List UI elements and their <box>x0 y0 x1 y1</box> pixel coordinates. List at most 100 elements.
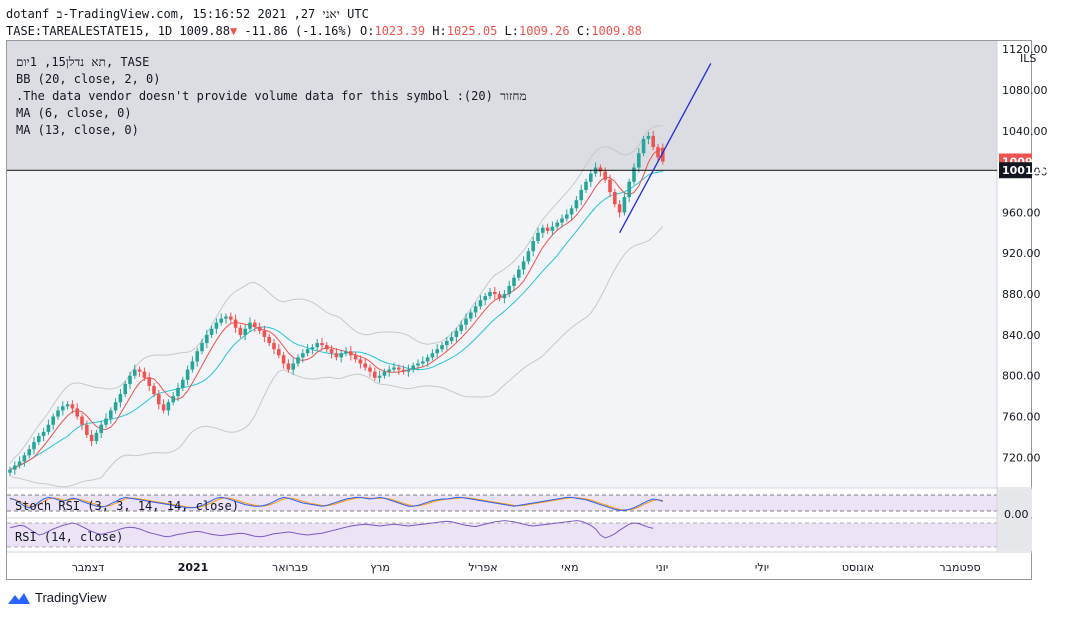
stoch-k-line <box>9 496 663 511</box>
candle-body <box>142 371 147 378</box>
candle-body <box>574 200 579 209</box>
legend-ma6[interactable]: MA (6, close, 0) <box>16 106 132 120</box>
time-axis-label: ספטמבר <box>939 561 980 574</box>
candle-body <box>75 408 79 417</box>
candle-body <box>305 349 310 354</box>
open-value: 1023.39 <box>374 24 426 38</box>
legend-ma13[interactable]: MA (13, close, 0) <box>16 123 139 137</box>
candle-body <box>22 455 27 462</box>
candle-body <box>507 285 511 295</box>
candle-body <box>224 316 228 319</box>
high-label: H: <box>425 24 447 38</box>
high-value: 1025.05 <box>446 24 498 38</box>
candle-body <box>449 336 454 342</box>
candle-body <box>435 349 439 354</box>
low-value: 1009.26 <box>519 24 570 38</box>
candle-body <box>171 396 175 403</box>
indicator-lines <box>9 496 663 539</box>
symbol-info: TASE:TAREALESTATE15, 1D 1009.88 <box>6 24 230 38</box>
candle-body <box>315 343 319 348</box>
time-axis-label: יולי <box>755 561 769 574</box>
candle-body <box>133 369 137 376</box>
candle-body <box>123 383 127 395</box>
candle-body <box>425 357 430 362</box>
candle-body <box>579 189 583 201</box>
candle-body <box>277 349 281 356</box>
bollinger-bands <box>9 125 664 488</box>
price-tick-label: 840.00 <box>1002 329 1041 342</box>
candle-body <box>209 328 214 335</box>
time-axis-label: 2021 <box>178 561 209 574</box>
candle-body <box>589 173 593 182</box>
candle-body <box>622 197 627 213</box>
stoch-axis-label: 0.00 <box>1004 508 1029 521</box>
legend-symbol[interactable]: תא נדלן15, 1יום, TASE <box>16 55 150 69</box>
change-value: -11.86 (-1.16%) <box>237 24 353 38</box>
candle-body <box>406 369 411 372</box>
candle-body <box>411 365 415 370</box>
candle-body <box>104 418 108 425</box>
candle-body <box>51 416 55 425</box>
chart-frame[interactable] <box>6 40 1032 580</box>
candle-body <box>253 322 257 327</box>
candle-body <box>521 261 526 270</box>
candle-body <box>632 167 636 182</box>
highlight-zone <box>7 41 997 169</box>
legend-volume[interactable]: .The data vendor doesn't provide volume … <box>16 89 527 103</box>
candle-body <box>219 318 223 323</box>
candle-body <box>320 343 324 346</box>
candle-body <box>617 204 622 213</box>
candle-body <box>157 394 161 405</box>
candle-body <box>483 296 487 301</box>
candle-body <box>430 353 435 358</box>
line-price-tag <box>999 162 1032 179</box>
candle-body <box>440 345 444 350</box>
candle-body <box>80 416 84 425</box>
candle-body <box>56 410 60 417</box>
rsi-band <box>7 523 997 547</box>
rsi-label[interactable]: RSI (14, close) <box>15 530 124 544</box>
candle-body <box>128 375 132 384</box>
candle-body <box>637 153 641 168</box>
close-label: C: <box>569 24 592 38</box>
candle-body <box>651 135 655 148</box>
legend-bb[interactable]: BB (20, close, 2, 0) <box>16 72 161 86</box>
candle-body <box>257 326 262 331</box>
candle-body <box>545 227 550 231</box>
stoch-d-line <box>9 497 663 511</box>
candle-body <box>262 330 267 337</box>
candle-body <box>478 300 483 307</box>
candle-body <box>325 345 329 350</box>
candle-body <box>161 404 166 411</box>
candle-body <box>37 435 41 443</box>
candle-body <box>397 367 401 370</box>
tradingview-brand[interactable]: TradingView <box>7 590 107 605</box>
candle-body <box>536 232 540 241</box>
candle-body <box>608 179 612 192</box>
candle-body <box>238 327 243 335</box>
candle-body <box>281 355 286 364</box>
candle-body <box>17 461 22 466</box>
drawings[interactable] <box>7 63 997 234</box>
candle-body <box>416 363 420 366</box>
candle-body <box>526 251 531 262</box>
candle-body <box>329 349 334 354</box>
candle-body <box>569 208 574 215</box>
candle-body <box>512 277 516 286</box>
candle-body <box>32 442 36 450</box>
candle-body <box>392 367 396 370</box>
time-axis-label: מרץ <box>370 561 390 574</box>
candle-body <box>565 214 569 219</box>
candle-body <box>89 434 94 442</box>
bb-upper-line <box>9 125 663 464</box>
candle-body <box>469 312 473 319</box>
stoch-rsi-label[interactable]: Stoch RSI (3, 3, 14, 14, close) <box>15 499 239 513</box>
candle-body <box>344 351 348 354</box>
candle-body <box>421 361 425 364</box>
candle-body <box>459 324 463 331</box>
candle-body <box>291 363 295 370</box>
price-tick-label: 720.00 <box>1002 451 1041 464</box>
candle-body <box>185 369 190 380</box>
candle-body <box>214 322 219 329</box>
